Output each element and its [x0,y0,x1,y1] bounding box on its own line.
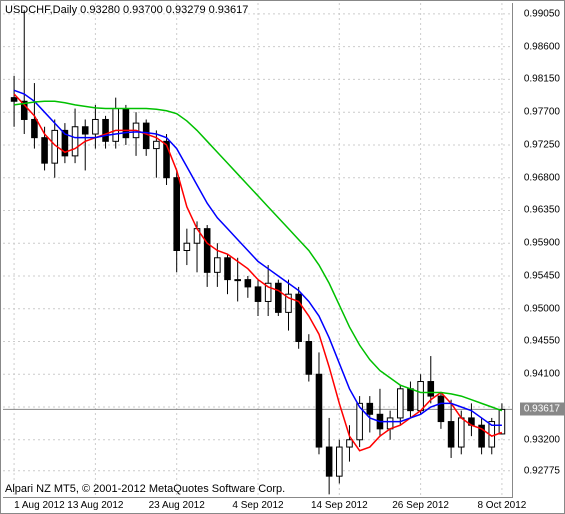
chart-svg [3,3,513,498]
chart-title: USDCHF,Daily 0.93280 0.93700 0.93279 0.9… [5,4,248,16]
x-tick-label: 13 Aug 2012 [67,500,123,511]
y-tick-label: 0.95900 [524,238,560,249]
plot-area[interactable] [3,3,513,498]
y-tick-label: 0.94550 [524,336,560,347]
x-tick-label: 23 Aug 2012 [149,500,205,511]
y-tick-label: 0.97700 [524,107,560,118]
y-tick-label: 0.95450 [524,270,560,281]
x-tick-label: 4 Sep 2012 [232,500,283,511]
x-tick-label: 1 Aug 2012 [14,500,65,511]
y-tick-label: 0.96800 [524,172,560,183]
x-tick-label: 8 Oct 2012 [477,500,526,511]
y-tick-label: 0.93200 [524,434,560,445]
x-axis: 1 Aug 201213 Aug 2012 23 Aug 2012 4 Sep 20… [3,497,513,513]
y-tick-label: 0.98150 [524,74,560,85]
y-tick-label: 0.94100 [524,369,560,380]
x-tick-label: 26 Sep 2012 [392,500,449,511]
y-tick-label: 0.98600 [524,41,560,52]
forex-chart: USDCHF,Daily 0.93280 0.93700 0.93279 0.9… [0,0,565,514]
chart-copyright: Alpari NZ MT5, © 2001-2012 MetaQuotes So… [5,483,285,495]
current-price-tag: 0.93617 [520,403,564,416]
y-tick-label: 0.92775 [524,465,560,476]
y-tick-label: 0.99050 [524,8,560,19]
x-tick-label: 14 Sep 2012 [311,500,368,511]
y-tick-label: 0.97250 [524,139,560,150]
y-tick-label: 0.96350 [524,205,560,216]
y-tick-label: 0.95000 [524,303,560,314]
y-axis: 0.927750.932000.936500.941000.945500.950… [512,3,564,498]
